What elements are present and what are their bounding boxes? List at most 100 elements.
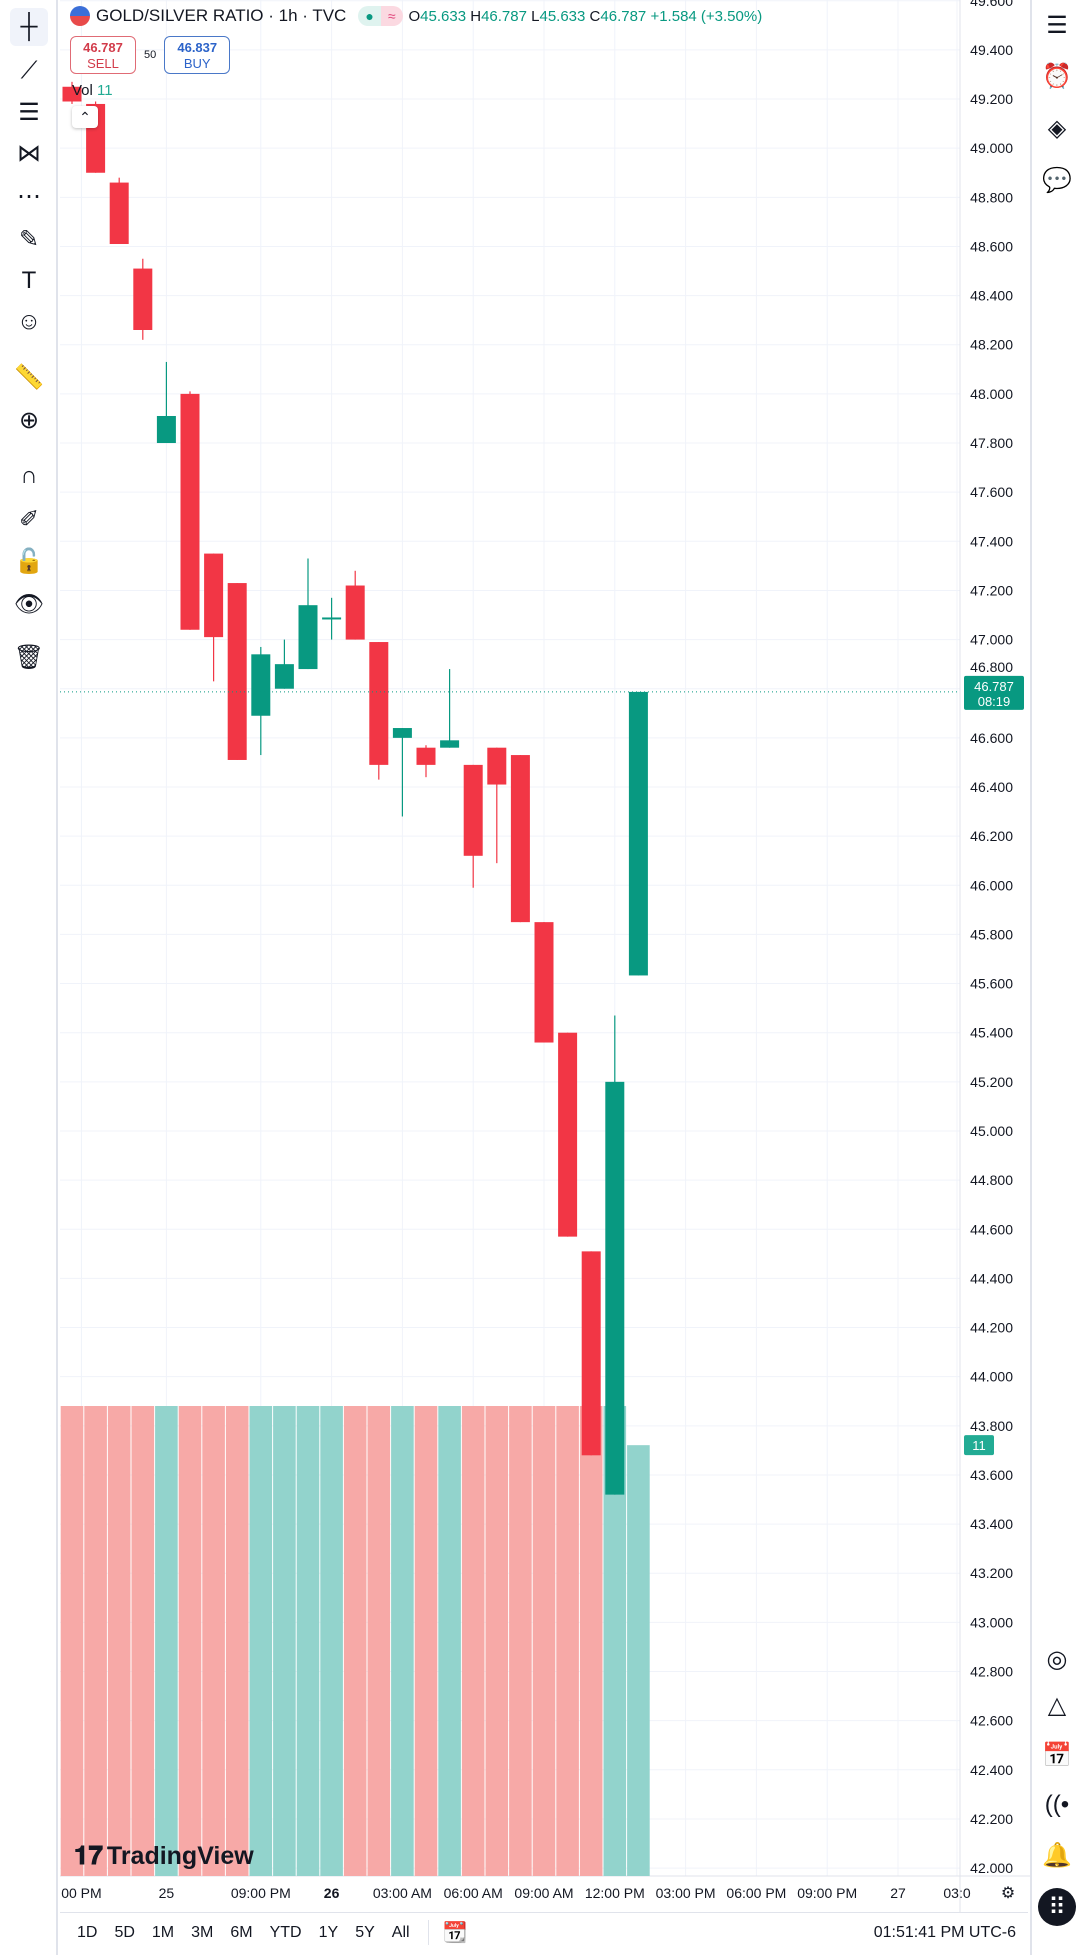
text-icon[interactable]: T	[21, 267, 37, 294]
range-5d[interactable]: 5D	[114, 1923, 135, 1941]
chat-icon[interactable]: 💬	[1042, 166, 1072, 194]
emoji-icon[interactable]: ☺	[16, 308, 42, 335]
layers-icon[interactable]: ◈	[1047, 114, 1067, 142]
candle-body	[274, 664, 294, 689]
candle-body	[534, 922, 554, 1043]
last-price-tag	[964, 675, 1024, 710]
candle-body	[487, 747, 507, 785]
price-tick-label: 45.800	[970, 926, 1013, 942]
collapse-legend-icon[interactable]: ⌃	[72, 106, 98, 128]
candle-body	[345, 585, 365, 640]
candle-body	[251, 654, 271, 716]
range-1y[interactable]: 1Y	[318, 1923, 339, 1941]
grid-menu-icon[interactable]: ⠿	[1038, 1888, 1076, 1926]
price-tick-label: 45.600	[970, 976, 1013, 992]
us-flag-icon	[70, 6, 90, 26]
calendar-icon[interactable]: 📅	[1042, 1741, 1072, 1769]
price-tick-label: 49.000	[970, 140, 1013, 156]
price-tick-label: 46.600	[970, 730, 1013, 746]
candle-body	[156, 415, 176, 444]
time-tick-label: 09:00 PM	[797, 1885, 857, 1901]
fib-retracement-icon[interactable]: ☰	[18, 98, 40, 126]
volume-bar	[461, 1406, 485, 1876]
volume-legend[interactable]: Vol 11	[72, 82, 113, 99]
range-3m[interactable]: 3M	[191, 1923, 214, 1941]
price-chart[interactable]: 49.600 49.400 49.200 49.000 48.800 48.600 48.4…	[60, 0, 1030, 1912]
time-tick-label: 25	[159, 1885, 175, 1901]
magnet-icon[interactable]: ∩	[20, 462, 38, 489]
trash-icon[interactable]: 🗑	[13, 643, 45, 671]
signal-icon[interactable]: ((•	[1044, 1791, 1070, 1818]
candle-body	[322, 617, 342, 620]
candle-body	[62, 86, 82, 102]
trend-line-icon[interactable]: ⟋	[20, 57, 38, 84]
tradingview-logo: 𝟏𝟕 TradingView	[74, 1840, 254, 1870]
price-tick-label: 48.000	[970, 386, 1013, 402]
candle-body	[558, 1032, 578, 1237]
price-tick-label: 47.600	[970, 484, 1013, 500]
price-tick-label: 43.600	[970, 1467, 1013, 1483]
speedometer-icon[interactable]: ◎	[1046, 1645, 1068, 1673]
buy-button[interactable]: 46.837 BUY	[164, 36, 231, 74]
sell-button[interactable]: 46.787 SELL	[70, 36, 136, 74]
candle-body	[463, 764, 483, 856]
triangle-layers-icon[interactable]: △	[1047, 1691, 1067, 1719]
range-ytd[interactable]: YTD	[269, 1923, 302, 1941]
price-tick-label: 47.000	[970, 632, 1013, 648]
brush-icon[interactable]: ✎	[18, 225, 40, 253]
volume-bar	[343, 1406, 367, 1876]
price-tick-label: 49.600	[970, 0, 1013, 9]
time-tick-label: 03:00 PM	[656, 1885, 716, 1901]
range-1d[interactable]: 1D	[77, 1923, 98, 1941]
volume-bar	[367, 1406, 391, 1876]
volume-bar	[155, 1406, 178, 1876]
volume-bar	[178, 1406, 202, 1876]
forecast-icon[interactable]: ⋯	[17, 182, 41, 210]
time-tick-label: 03:0	[943, 1885, 970, 1901]
range-all[interactable]: All	[391, 1923, 410, 1941]
candle-body	[133, 268, 153, 330]
candle-body	[298, 605, 318, 670]
candle-body	[605, 1081, 625, 1495]
volume-bar	[296, 1406, 320, 1876]
crosshair-icon[interactable]: ┼	[10, 8, 48, 46]
ruler-icon[interactable]: 📏	[14, 363, 44, 391]
market-status[interactable]: ● ≈	[358, 6, 403, 26]
price-tick-label: 44.000	[970, 1369, 1013, 1385]
time-tick-label: 00 PM	[61, 1885, 101, 1901]
volume-bar	[627, 1445, 650, 1876]
candle-body	[227, 583, 247, 760]
last-price-value: 46.787	[974, 679, 1014, 694]
time-tick-label: 06:00 PM	[726, 1885, 786, 1901]
symbol-title[interactable]: GOLD/SILVER RATIO · 1h · TVC	[96, 6, 347, 25]
calendar-goto-icon[interactable]: 📆	[427, 1920, 467, 1945]
bell-icon[interactable]: 🔔	[1042, 1841, 1072, 1869]
range-6m[interactable]: 6M	[230, 1923, 253, 1941]
price-tick-label: 46.200	[970, 828, 1013, 844]
clock-timezone[interactable]: 01:51:41 PM UTC-6	[873, 1923, 1016, 1941]
symbol-header: GOLD/SILVER RATIO · 1h · TVC ● ≈ O45.633 …	[70, 6, 762, 26]
volume-bar	[438, 1406, 461, 1876]
unlock-icon[interactable]: 🔓	[14, 547, 44, 575]
volume-bar	[509, 1406, 532, 1876]
ohlc-values: O45.633 H46.787 L45.633 C46.787 +1.584 (…	[408, 7, 763, 25]
alert-clock-icon[interactable]: ⏰	[1042, 62, 1072, 90]
volume-value: 11	[97, 82, 113, 99]
volume-bar	[84, 1406, 107, 1876]
range-5y[interactable]: 5Y	[355, 1923, 375, 1941]
eye-icon[interactable]: 👁	[13, 590, 45, 618]
lock-drawing-icon[interactable]: ✐	[18, 505, 40, 533]
sell-price: 46.787	[83, 40, 123, 55]
watchlist-icon[interactable]: ☰	[1046, 11, 1068, 39]
price-tick-label: 43.000	[970, 1614, 1013, 1630]
range-1m[interactable]: 1M	[151, 1923, 175, 1941]
volume-label: Vol	[72, 82, 93, 99]
axis-settings-icon[interactable]: ⚙	[1001, 1885, 1015, 1902]
price-tick-label: 45.400	[970, 1025, 1013, 1041]
price-tick-label: 42.200	[970, 1811, 1013, 1827]
volume-tag-value: 11	[972, 1438, 986, 1453]
pattern-icon[interactable]: ⋈	[17, 139, 41, 167]
volume-bar	[107, 1406, 131, 1876]
zoom-in-icon[interactable]: ⊕	[18, 406, 40, 434]
market-open-dot-icon: ●	[358, 6, 381, 26]
